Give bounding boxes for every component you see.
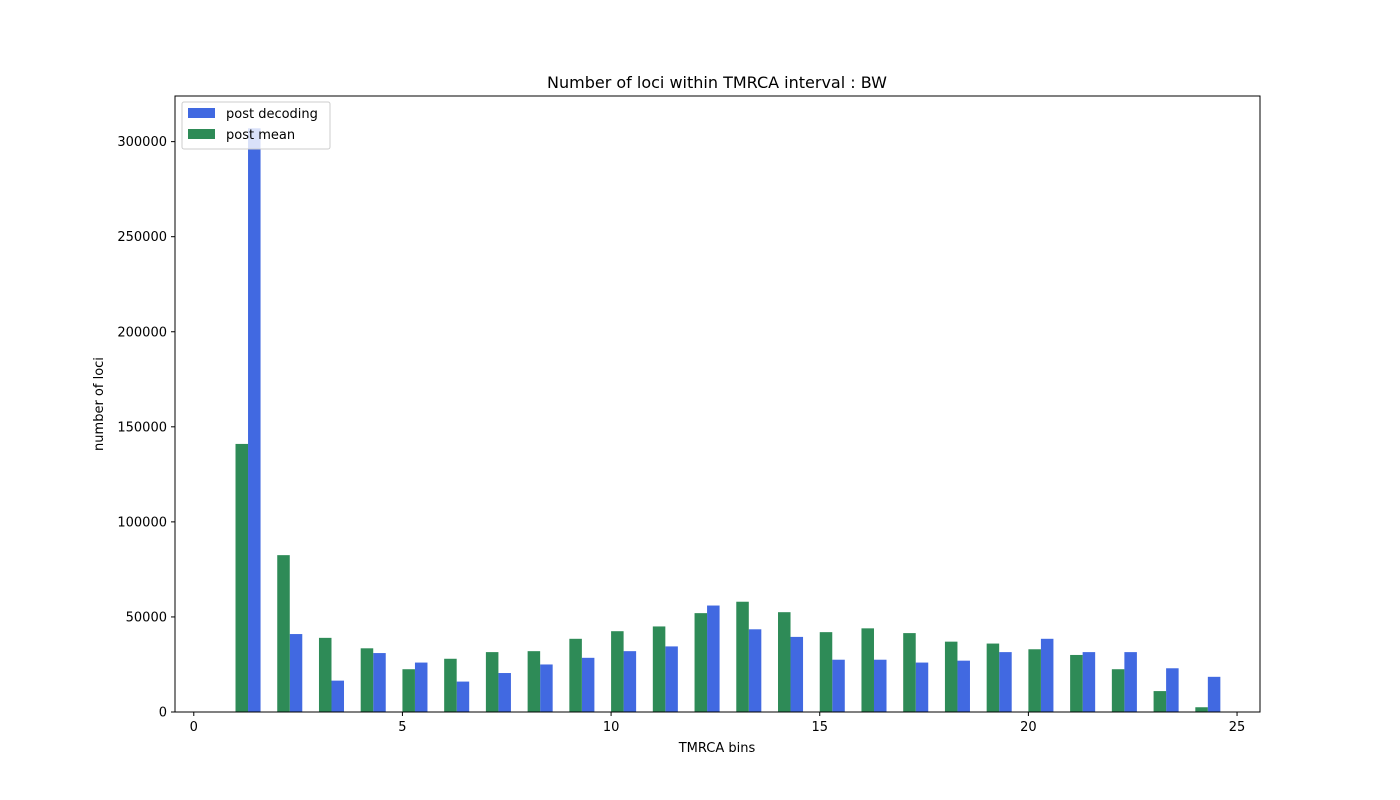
bar-post-decoding-22 xyxy=(1124,652,1137,712)
y-tick-label: 50000 xyxy=(126,610,167,625)
bar-post-mean-19 xyxy=(986,643,1000,712)
bar-post-decoding-1 xyxy=(248,128,261,712)
y-axis-label: number of loci xyxy=(92,357,107,451)
bar-post-mean-24 xyxy=(1195,707,1208,712)
bar-post-decoding-9 xyxy=(581,657,595,712)
bar-post-decoding-17 xyxy=(915,662,929,712)
y-tick-label: 0 xyxy=(159,706,167,721)
bar-post-decoding-10 xyxy=(623,651,637,712)
bar-post-mean-10 xyxy=(611,631,624,712)
bar-post-mean-23 xyxy=(1153,691,1167,712)
bar-post-decoding-20 xyxy=(1040,638,1054,712)
bar-post-decoding-3 xyxy=(331,680,345,712)
bar-post-decoding-23 xyxy=(1166,668,1179,712)
bar-post-mean-4 xyxy=(360,648,374,712)
y-tick-label: 100000 xyxy=(117,515,167,530)
bar-post-decoding-15 xyxy=(832,659,845,712)
x-tick-label: 10 xyxy=(603,720,620,735)
y-tick-label: 250000 xyxy=(117,230,167,245)
x-tick-label: 25 xyxy=(1229,720,1246,735)
plot-frame xyxy=(174,95,1261,713)
bar-post-decoding-13 xyxy=(748,629,762,712)
bar-post-decoding-16 xyxy=(873,659,887,712)
bar-post-mean-6 xyxy=(444,658,457,712)
bar-post-mean-5 xyxy=(402,669,415,712)
bar-post-mean-12 xyxy=(694,613,708,712)
bar-post-mean-22 xyxy=(1111,669,1125,712)
bar-post-mean-17 xyxy=(903,633,916,712)
bar-post-decoding-4 xyxy=(373,653,386,712)
bar-post-mean-11 xyxy=(652,626,666,712)
bar-post-mean-3 xyxy=(318,637,332,712)
bar-post-mean-16 xyxy=(861,628,874,712)
bar-post-decoding-19 xyxy=(999,652,1012,712)
legend-swatch-post-mean xyxy=(188,129,215,139)
bar-post-mean-20 xyxy=(1028,649,1041,712)
bar-post-decoding-24 xyxy=(1207,676,1221,712)
bar-post-mean-2 xyxy=(277,555,290,712)
x-axis-label: TMRCA bins xyxy=(678,741,756,756)
y-axis: 0 50000 100000 150000 200000 250000 300000 xyxy=(117,135,175,721)
bar-post-decoding-8 xyxy=(540,664,553,712)
x-tick-label: 20 xyxy=(1020,720,1037,735)
bar-post-decoding-21 xyxy=(1082,652,1096,712)
x-tick-label: 5 xyxy=(398,720,406,735)
legend-label-post-mean: post mean xyxy=(226,128,295,143)
bar-post-decoding-18 xyxy=(957,660,970,712)
bar-post-decoding-2 xyxy=(289,634,303,712)
y-tick-label: 150000 xyxy=(117,420,167,435)
bar-post-decoding-6 xyxy=(456,681,470,712)
bars-layer xyxy=(235,128,1221,712)
bar-post-decoding-14 xyxy=(790,636,804,712)
bar-post-decoding-5 xyxy=(414,662,428,712)
bar-post-mean-14 xyxy=(778,612,791,712)
y-tick-label: 300000 xyxy=(117,135,167,150)
bar-post-mean-7 xyxy=(485,652,499,712)
bar-post-mean-1 xyxy=(235,443,249,712)
bar-post-mean-13 xyxy=(736,601,749,712)
x-tick-label: 0 xyxy=(190,720,198,735)
bar-post-decoding-12 xyxy=(707,605,720,712)
x-tick-label: 15 xyxy=(811,720,828,735)
bar-post-decoding-11 xyxy=(665,646,678,712)
bar-post-mean-21 xyxy=(1070,654,1083,712)
bar-post-mean-15 xyxy=(819,632,833,712)
legend-swatch-post-decoding xyxy=(188,108,215,118)
bar-post-mean-9 xyxy=(569,638,582,712)
bar-post-decoding-7 xyxy=(498,673,511,712)
y-tick-label: 200000 xyxy=(117,325,167,340)
legend: post decoding post mean xyxy=(181,101,331,150)
legend-label-post-decoding: post decoding xyxy=(226,107,318,122)
bar-post-mean-8 xyxy=(527,651,541,712)
legend-box xyxy=(181,101,331,150)
bar-post-mean-18 xyxy=(944,641,958,712)
x-axis: 0 5 10 15 20 25 xyxy=(190,712,1246,735)
chart-title: Number of loci within TMRCA interval : B… xyxy=(547,73,887,92)
